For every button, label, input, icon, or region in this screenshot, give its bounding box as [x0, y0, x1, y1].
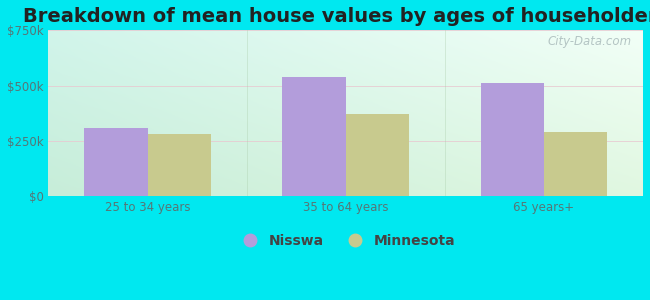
- Text: City-Data.com: City-Data.com: [547, 35, 631, 48]
- Bar: [148, 134, 211, 196]
- Bar: [544, 132, 607, 196]
- Bar: [480, 83, 544, 196]
- Bar: [346, 114, 409, 196]
- Legend: Nisswa, Minnesota: Nisswa, Minnesota: [230, 228, 462, 253]
- Bar: [282, 77, 346, 196]
- Title: Breakdown of mean house values by ages of householders: Breakdown of mean house values by ages o…: [23, 7, 650, 26]
- Bar: [84, 128, 148, 196]
